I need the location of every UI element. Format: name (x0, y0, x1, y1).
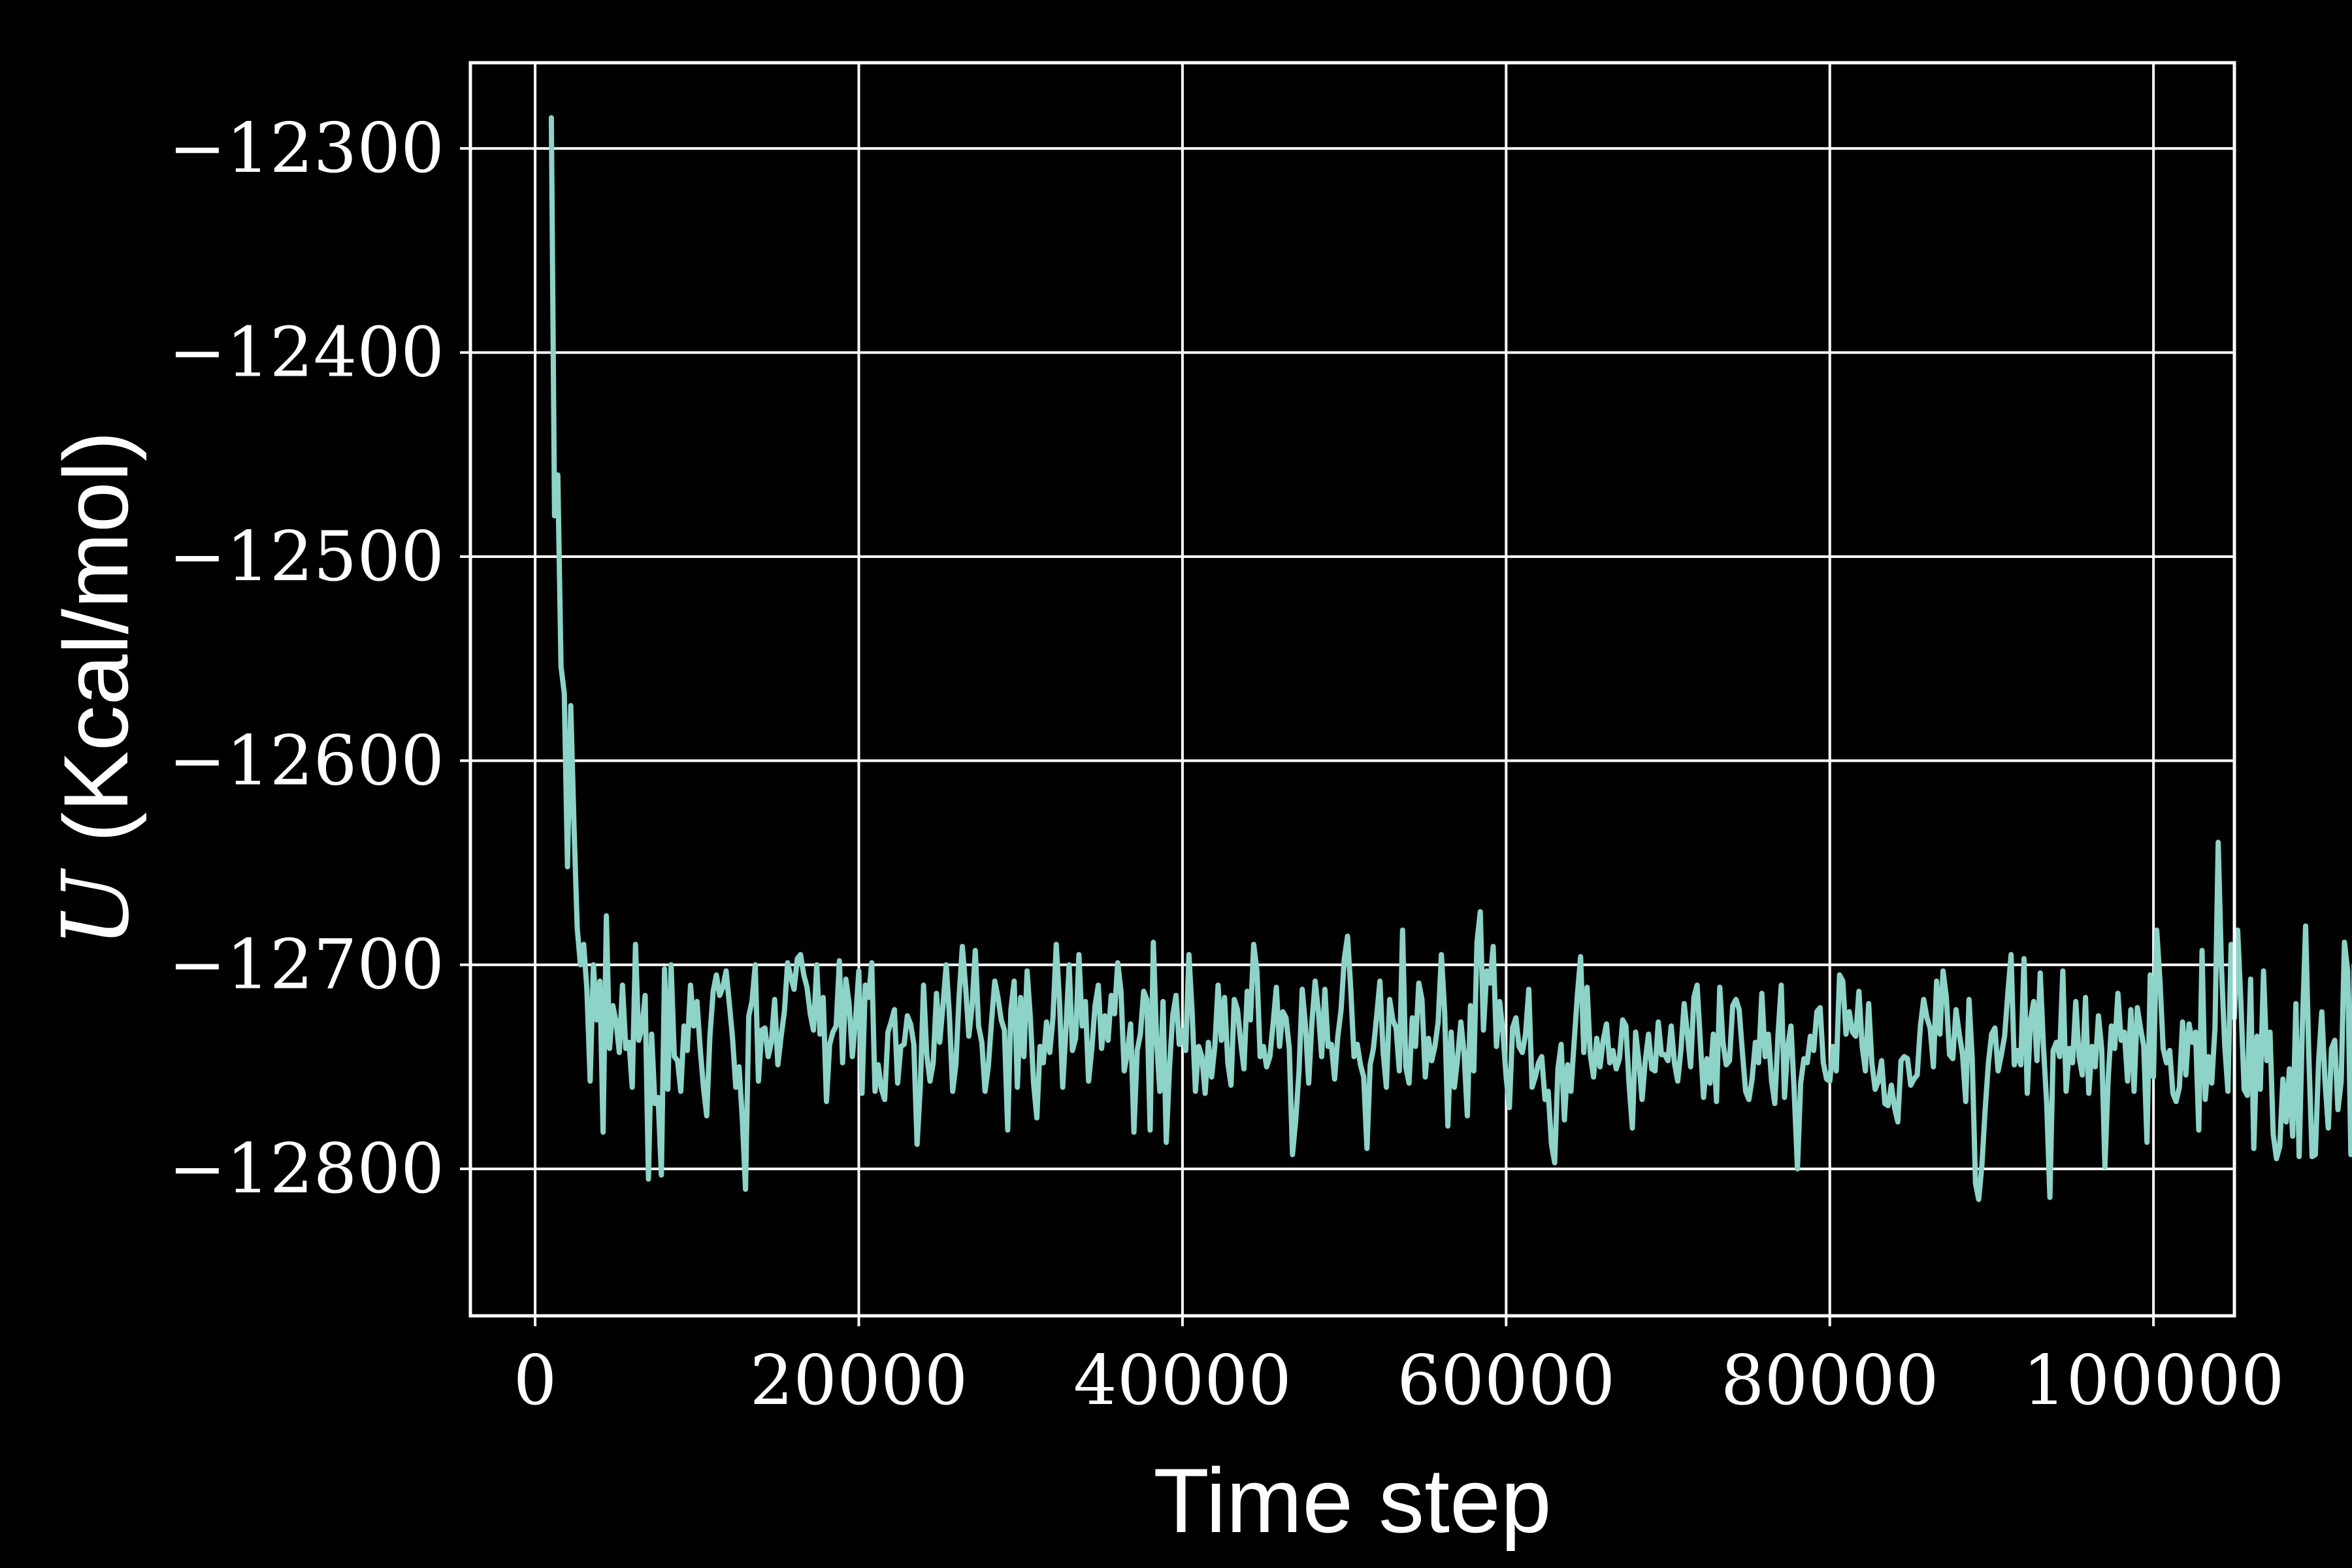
y-tick-label: −12500 (169, 517, 444, 596)
series-line (548, 115, 2352, 1202)
x-tick-label: 20000 (749, 1341, 968, 1420)
y-axis-label-symbol: U (43, 868, 150, 947)
y-tick-label: −12600 (169, 721, 444, 800)
y-tick-label: −12300 (169, 108, 444, 188)
y-tick-label: −12700 (169, 925, 444, 1005)
x-tick-label: 0 (514, 1341, 557, 1420)
y-tick-label: −12800 (169, 1129, 444, 1209)
x-tick-label: 40000 (1073, 1341, 1292, 1420)
x-axis-ticks: 0 20000 40000 60000 80000 100000 (514, 1316, 2285, 1420)
y-tick-label: −12400 (169, 313, 444, 393)
series-layer (548, 115, 2352, 1202)
y-axis-label: U (Kcal/mol) (43, 431, 150, 948)
x-tick-label: 100000 (2023, 1341, 2285, 1420)
axes-frame (468, 61, 2236, 1318)
x-tick-label: 60000 (1397, 1341, 1615, 1420)
y-axis-label-unit: (Kcal/mol) (44, 431, 147, 868)
x-axis-label: Time step (1153, 1449, 1551, 1552)
grid-lines (470, 63, 2234, 1316)
y-axis-ticks: −12300 −12400 −12500 −12600 −12700 −12800 (169, 108, 470, 1209)
x-tick-label: 80000 (1721, 1341, 1939, 1420)
